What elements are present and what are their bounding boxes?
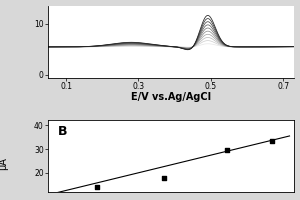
Point	[95, 186, 100, 189]
Point	[224, 149, 229, 152]
Text: B: B	[58, 125, 67, 138]
X-axis label: E/V vs.Ag/AgCl: E/V vs.Ag/AgCl	[131, 92, 211, 102]
Point	[269, 139, 274, 142]
Text: μA: μA	[0, 158, 8, 170]
Point	[162, 176, 167, 179]
